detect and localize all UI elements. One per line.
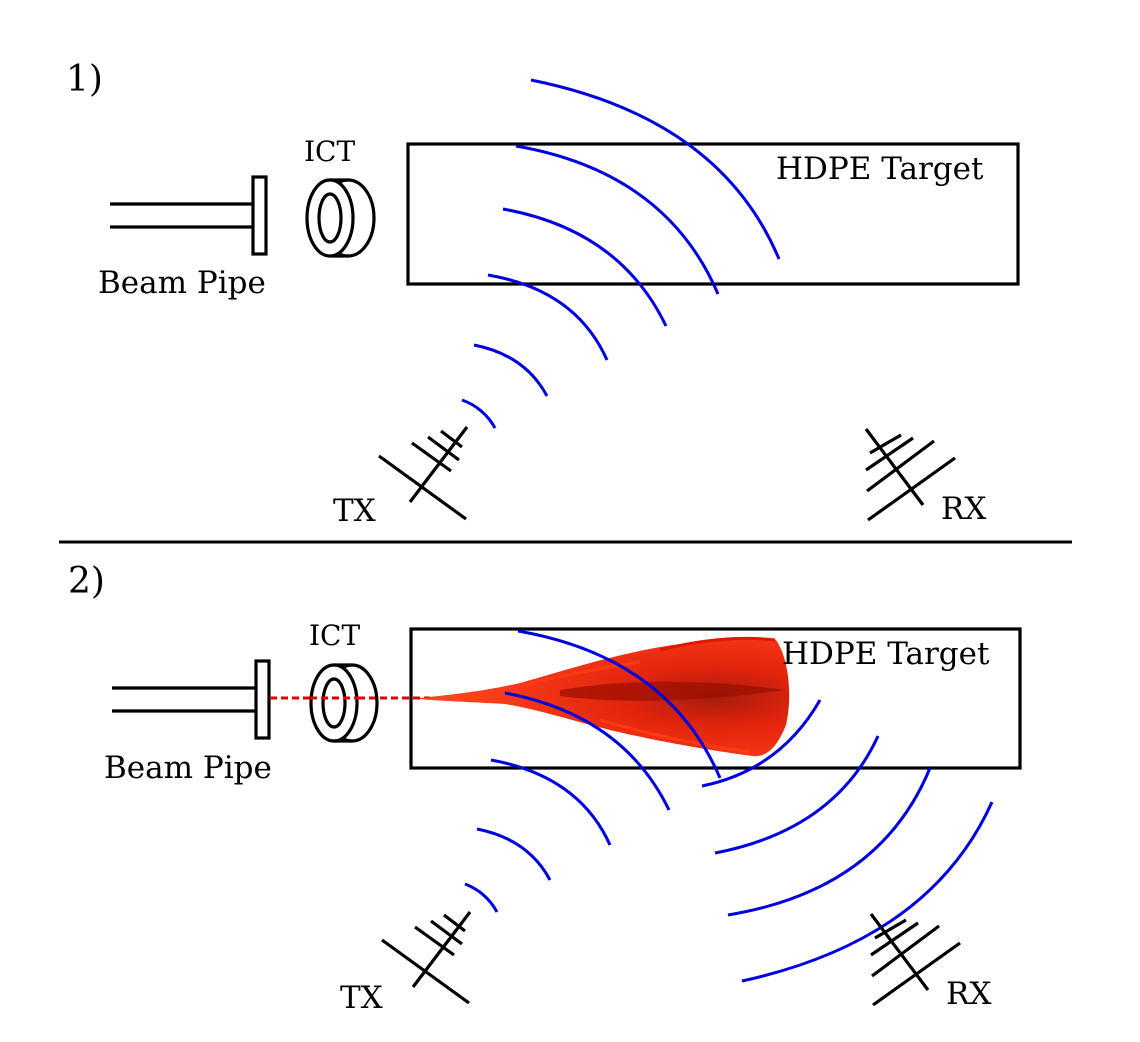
tx-label-2: TX (340, 980, 383, 1016)
tx-label-1: TX (333, 493, 376, 529)
ict-label-2: ICT (309, 619, 360, 652)
panel-1: 1) Beam Pipe ICT HDPE Target (66, 59, 1020, 529)
panel-1-number: 1) (66, 59, 103, 100)
panel-2: 2) Beam Pipe ICT HD (68, 561, 1022, 1016)
ict-label-1: ICT (304, 135, 355, 168)
tx-antenna-2 (381, 911, 472, 1005)
target-label-2: HDPE Target (782, 636, 990, 672)
target-label-1: HDPE Target (776, 151, 984, 187)
tx-antenna-1 (378, 426, 469, 521)
radar-waves-2-tx (464, 629, 722, 913)
beam-pipe-2 (112, 659, 271, 740)
beam-pipe-label-2: Beam Pipe (104, 750, 272, 786)
ict-coil-2 (309, 663, 379, 743)
particle-shower (420, 636, 790, 757)
beam-pipe-1 (110, 175, 268, 256)
radar-waves-1 (461, 78, 781, 429)
radar-waves-2-reflected (701, 699, 994, 983)
rx-label-2: RX (946, 976, 991, 1012)
rx-antenna-2 (869, 913, 961, 1007)
ict-coil-1 (305, 178, 376, 258)
panel-2-number: 2) (68, 561, 105, 602)
rx-antenna-1 (864, 428, 956, 522)
beam-pipe-label-1: Beam Pipe (98, 265, 266, 301)
rx-label-1: RX (941, 491, 986, 527)
